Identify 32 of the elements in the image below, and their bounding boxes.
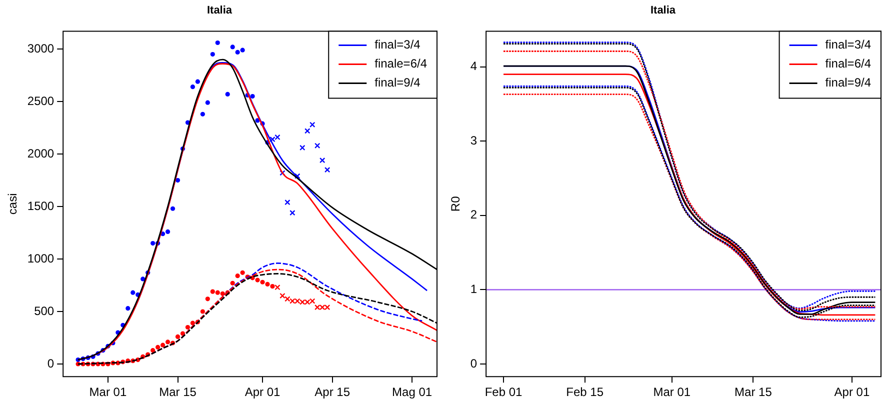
x-tick-label: Mar 15: [734, 385, 772, 400]
y-tick-label: 2: [470, 208, 478, 222]
y-tick-label: 3: [470, 133, 478, 148]
x-tick-label: Apr 01: [244, 385, 281, 400]
y-axis-title: casi: [6, 193, 20, 215]
legend-label: final=9/4: [825, 76, 872, 90]
x-tick-label: Mar 01: [89, 385, 127, 400]
x-tick-label: Mar 15: [159, 385, 197, 400]
y-tick-label: 2000: [27, 146, 54, 160]
x-tick-label: Apr 01: [834, 385, 870, 400]
legend-label: final=6/4: [825, 56, 872, 71]
legend-label: finale=6/4: [374, 56, 428, 71]
x-tick-label: Feb 15: [566, 385, 604, 400]
legend-label: final=3/4: [825, 38, 872, 52]
y-tick-label: 0: [470, 356, 478, 370]
x-tick-label: Mar 01: [653, 385, 691, 400]
y-tick-label: 3000: [27, 41, 54, 56]
y-axis-title: R0: [448, 196, 463, 212]
chart-title: Italia: [206, 4, 233, 17]
y-tick-label: 500: [34, 304, 54, 318]
y-tick-label: 1: [470, 282, 478, 296]
chart-title: Italia: [650, 4, 676, 17]
y-tick-label: 0: [47, 356, 54, 370]
y-tick-label: 4: [470, 59, 478, 74]
legend-label: final=9/4: [374, 76, 421, 90]
y-tick-label: 1500: [27, 198, 54, 213]
y-tick-label: 2500: [27, 94, 54, 108]
x-tick-label: Mag 01: [392, 385, 432, 400]
x-tick-label: Apr 15: [314, 385, 350, 400]
x-tick-label: Feb 01: [484, 385, 523, 400]
y-tick-label: 1000: [27, 251, 54, 266]
legend-label: final=3/4: [374, 38, 421, 52]
